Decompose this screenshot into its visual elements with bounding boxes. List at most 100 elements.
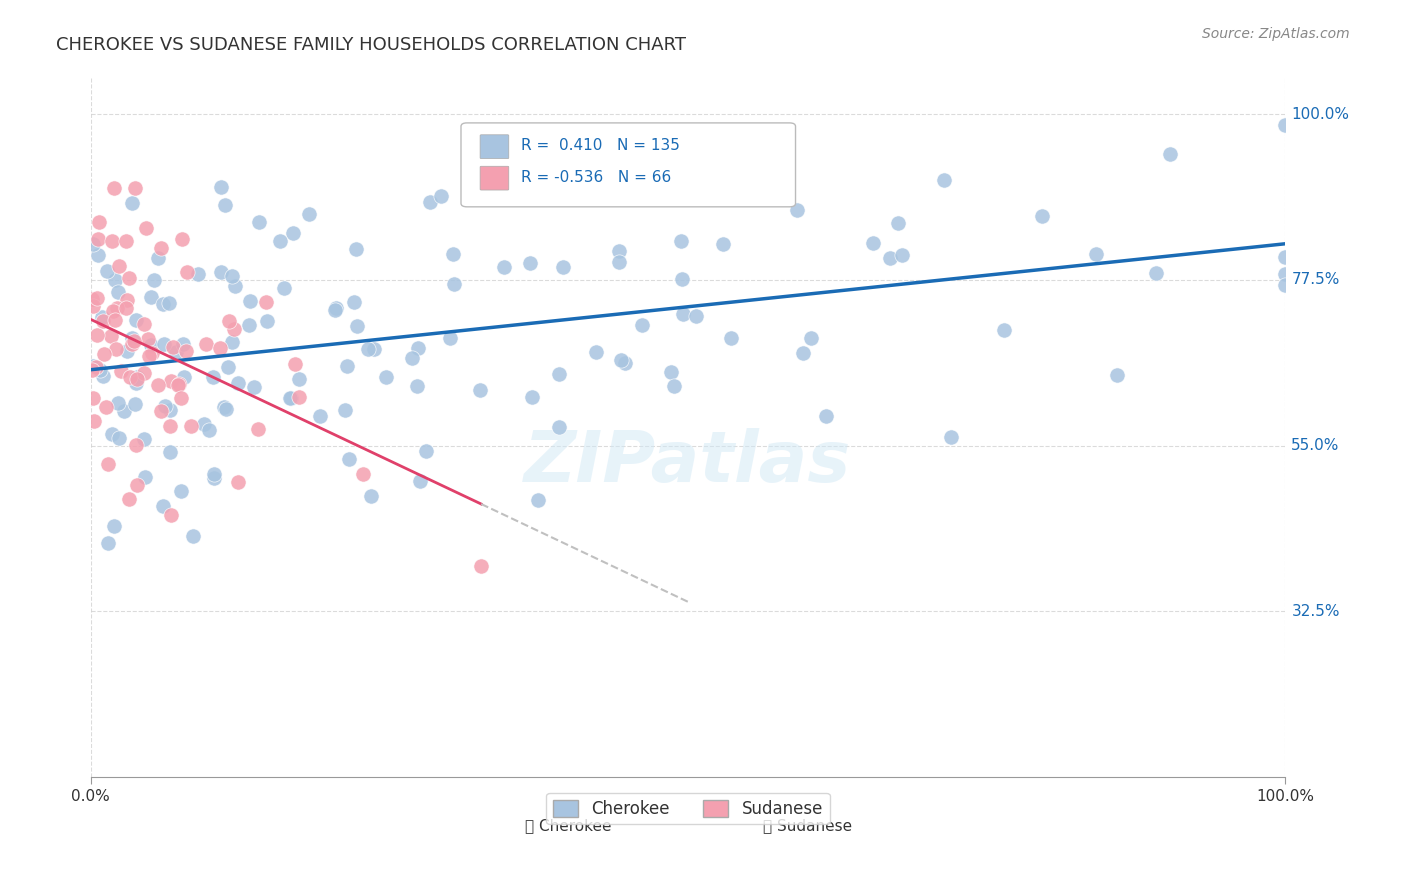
Point xyxy=(91,310,114,324)
Point xyxy=(105,342,128,356)
Point xyxy=(166,378,188,392)
Point xyxy=(141,290,163,304)
Point xyxy=(287,372,309,386)
Text: R =  0.410   N = 135: R = 0.410 N = 135 xyxy=(520,138,679,153)
Point xyxy=(283,227,305,241)
Point xyxy=(170,232,193,246)
Point xyxy=(217,359,239,374)
Point xyxy=(112,404,135,418)
Point xyxy=(104,313,127,327)
Point xyxy=(105,301,128,315)
Point xyxy=(609,244,631,258)
Point xyxy=(993,323,1015,337)
Point xyxy=(132,317,155,331)
Text: R = -0.536   N = 66: R = -0.536 N = 66 xyxy=(520,170,671,185)
Point xyxy=(685,309,707,323)
Point xyxy=(82,299,104,313)
Point xyxy=(221,335,243,350)
Point xyxy=(97,536,120,550)
Text: ⬜ Sudanese: ⬜ Sudanese xyxy=(763,818,852,833)
Point xyxy=(284,358,307,372)
Point xyxy=(585,345,607,359)
Point xyxy=(441,247,464,261)
Point xyxy=(786,203,808,218)
Point xyxy=(103,303,125,318)
Point xyxy=(671,272,693,286)
Point xyxy=(86,360,108,375)
Text: 55.0%: 55.0% xyxy=(1291,438,1340,453)
Point xyxy=(374,370,396,384)
Point xyxy=(862,236,884,251)
Point xyxy=(238,318,260,333)
Point xyxy=(209,265,232,279)
Point xyxy=(224,279,246,293)
Point xyxy=(363,342,385,356)
Point xyxy=(415,443,437,458)
Point xyxy=(180,418,202,433)
Point xyxy=(891,248,914,262)
Point xyxy=(607,255,630,269)
Point xyxy=(152,499,174,513)
Text: 32.5%: 32.5% xyxy=(1291,604,1340,619)
Point xyxy=(662,379,685,393)
Point xyxy=(87,215,110,229)
Point xyxy=(214,198,236,212)
Point xyxy=(176,265,198,279)
Point xyxy=(149,241,172,255)
Point xyxy=(91,314,114,328)
Point xyxy=(1274,268,1296,282)
Point xyxy=(711,237,734,252)
Point xyxy=(335,403,357,417)
Point xyxy=(308,409,330,423)
Point xyxy=(273,280,295,294)
Point xyxy=(157,296,180,310)
Point xyxy=(1274,119,1296,133)
Point xyxy=(439,331,461,345)
Point xyxy=(121,336,143,351)
Point xyxy=(96,263,118,277)
Point xyxy=(108,431,131,445)
Point xyxy=(243,380,266,394)
Point xyxy=(125,376,148,390)
Point xyxy=(429,188,451,202)
Point xyxy=(127,370,149,384)
Point xyxy=(146,251,169,265)
Point xyxy=(91,368,114,383)
Text: ZIPatlas: ZIPatlas xyxy=(524,427,852,497)
Point xyxy=(204,467,226,481)
Point xyxy=(195,337,218,351)
Point xyxy=(183,529,205,543)
Point xyxy=(443,277,465,291)
Point xyxy=(614,356,637,370)
Point xyxy=(173,369,195,384)
Point xyxy=(298,207,321,221)
Point xyxy=(100,329,122,343)
Point xyxy=(110,364,132,378)
Point xyxy=(169,484,191,499)
Point xyxy=(800,331,823,345)
Point xyxy=(187,267,209,281)
Point xyxy=(125,477,148,491)
Point xyxy=(122,334,145,348)
Point xyxy=(172,337,194,351)
Point xyxy=(83,414,105,428)
Point xyxy=(1274,277,1296,292)
Point xyxy=(104,273,127,287)
Point xyxy=(215,402,238,417)
Text: ⬜ Cherokee: ⬜ Cherokee xyxy=(526,818,612,833)
Point xyxy=(209,179,232,194)
Point xyxy=(165,345,187,359)
Text: 100.0%: 100.0% xyxy=(1291,107,1350,121)
Point xyxy=(256,314,278,328)
Point xyxy=(470,559,492,574)
Point xyxy=(101,234,124,248)
Point xyxy=(720,331,742,345)
Point xyxy=(118,370,141,384)
Point xyxy=(419,195,441,210)
Point xyxy=(101,427,124,442)
FancyBboxPatch shape xyxy=(479,135,509,159)
Point xyxy=(107,285,129,300)
Point xyxy=(1031,209,1053,223)
Point xyxy=(80,362,103,376)
Point xyxy=(202,369,225,384)
